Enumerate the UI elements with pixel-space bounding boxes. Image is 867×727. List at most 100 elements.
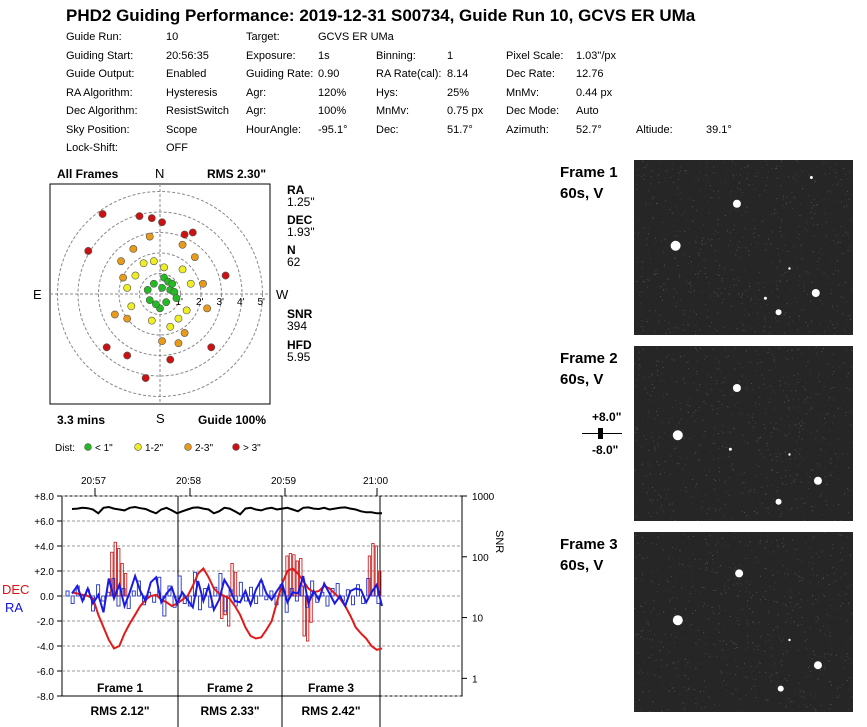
noise-pixel: [834, 333, 835, 335]
noise-pixel: [705, 174, 707, 176]
noise-pixel: [672, 662, 674, 664]
noise-pixel: [717, 646, 719, 648]
noise-pixel: [770, 680, 772, 682]
noise-pixel: [673, 181, 675, 183]
noise-pixel: [769, 676, 771, 678]
noise-pixel: [763, 371, 765, 373]
noise-pixel: [672, 510, 674, 512]
noise-pixel: [643, 557, 645, 559]
scatter-point: [147, 316, 156, 325]
scatter-point: [178, 240, 187, 249]
noise-pixel: [663, 265, 665, 267]
noise-pixel: [770, 569, 772, 571]
dec-line: [71, 566, 383, 651]
noise-pixel: [705, 177, 707, 179]
correction-bars: [65, 541, 382, 642]
noise-pixel: [833, 229, 835, 231]
star-field: [634, 346, 853, 521]
noise-pixel: [682, 702, 684, 704]
noise-pixel: [749, 702, 751, 704]
noise-pixel: [837, 182, 839, 184]
noise-pixel: [637, 258, 639, 259]
noise-pixel: [718, 566, 719, 568]
noise-pixel: [847, 430, 848, 432]
noise-pixel: [780, 184, 782, 186]
noise-pixel: [846, 205, 848, 207]
scatter-point: [135, 212, 144, 220]
noise-pixel: [646, 551, 648, 553]
noise-pixel: [749, 517, 751, 519]
noise-pixel: [637, 324, 639, 326]
noise-pixel: [749, 422, 750, 424]
info-label: Lock-Shift:: [66, 142, 118, 154]
noise-pixel: [711, 368, 713, 370]
noise-pixel: [695, 324, 697, 326]
noise-pixel: [690, 511, 692, 513]
noise-pixel: [804, 520, 806, 521]
noise-pixel: [693, 435, 695, 437]
noise-pixel: [791, 499, 792, 501]
noise-pixel: [661, 372, 663, 374]
noise-pixel: [678, 178, 679, 180]
noise-pixel: [838, 178, 840, 180]
noise-pixel: [755, 508, 756, 510]
noise-pixel: [765, 591, 767, 593]
noise-pixel: [842, 260, 844, 262]
noise-pixel: [790, 617, 792, 619]
noise-pixel: [837, 697, 839, 699]
noise-pixel: [851, 349, 853, 351]
noise-pixel: [798, 280, 800, 282]
noise-pixel: [767, 623, 769, 625]
noise-pixel: [756, 636, 757, 638]
noise-pixel: [717, 293, 719, 295]
noise-pixel: [830, 213, 831, 215]
noise-pixel: [750, 201, 752, 203]
noise-pixel: [777, 320, 779, 322]
scatter-point: [98, 210, 107, 218]
noise-pixel: [800, 244, 802, 246]
noise-pixel: [685, 537, 687, 539]
noise-pixel: [790, 474, 792, 476]
noise-pixel: [719, 629, 721, 631]
noise-pixel: [811, 568, 813, 570]
noise-pixel: [674, 256, 676, 258]
noise-pixel: [664, 263, 665, 265]
noise-pixel: [687, 557, 689, 559]
noise-pixel: [801, 623, 803, 625]
noise-pixel: [735, 284, 737, 286]
legend-label: > 3": [243, 443, 261, 454]
noise-pixel: [769, 619, 771, 621]
noise-pixel: [824, 657, 826, 658]
noise-pixel: [742, 569, 744, 571]
noise-pixel: [692, 613, 693, 614]
noise-pixel: [662, 534, 664, 536]
noise-pixel: [689, 538, 691, 540]
noise-pixel: [756, 172, 758, 174]
noise-pixel: [754, 463, 756, 465]
noise-pixel: [805, 333, 806, 335]
noise-pixel: [740, 411, 742, 413]
noise-pixel: [668, 615, 670, 617]
legend-label: 2-3": [195, 443, 213, 454]
noise-pixel: [796, 604, 798, 605]
noise-pixel: [762, 281, 764, 283]
noise-pixel: [695, 247, 697, 248]
noise-pixel: [689, 593, 691, 595]
noise-pixel: [781, 579, 783, 581]
noise-pixel: [704, 654, 705, 656]
noise-pixel: [719, 512, 721, 514]
noise-pixel: [829, 172, 831, 174]
noise-pixel: [682, 319, 684, 321]
noise-pixel: [747, 491, 749, 493]
noise-pixel: [738, 595, 740, 597]
noise-pixel: [643, 380, 645, 382]
noise-pixel: [816, 574, 818, 576]
noise-pixel: [727, 545, 729, 547]
noise-pixel: [792, 266, 794, 268]
y-tick-label: -6.0: [37, 667, 55, 678]
noise-pixel: [708, 194, 710, 196]
noise-pixel: [732, 500, 734, 502]
noise-pixel: [661, 291, 663, 293]
noise-pixel: [838, 504, 840, 506]
noise-pixel: [738, 380, 740, 382]
